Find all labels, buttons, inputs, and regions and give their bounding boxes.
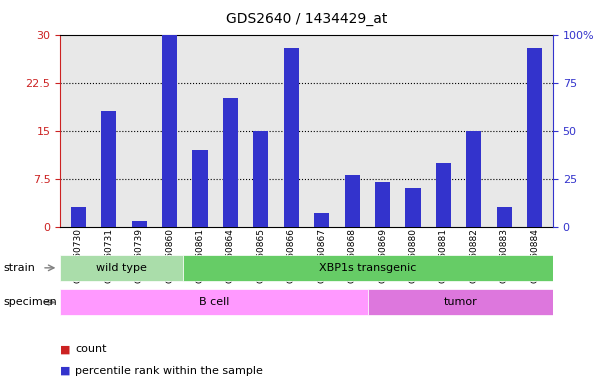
Text: XBP1s transgenic: XBP1s transgenic [319, 263, 417, 273]
Bar [466, 159, 481, 227]
Bar [101, 111, 117, 227]
Text: ■: ■ [60, 344, 70, 354]
Bar [436, 163, 451, 227]
Bar [344, 185, 360, 227]
Bar [223, 140, 238, 227]
Bar [375, 191, 390, 227]
Bar [71, 214, 86, 227]
Text: tumor: tumor [444, 297, 477, 308]
Text: percentile rank within the sample: percentile rank within the sample [75, 366, 263, 376]
Text: GDS2640 / 1434429_at: GDS2640 / 1434429_at [226, 12, 387, 25]
Bar [192, 169, 207, 227]
Bar [132, 221, 147, 227]
Bar [496, 207, 512, 227]
Bar [344, 175, 360, 227]
Text: wild type: wild type [96, 263, 147, 273]
Text: B cell: B cell [199, 297, 230, 308]
Bar [314, 217, 329, 227]
Bar [375, 182, 390, 227]
Bar [314, 213, 329, 227]
Bar [436, 179, 451, 227]
Bar [253, 169, 269, 227]
Text: count: count [75, 344, 106, 354]
Bar [132, 222, 147, 227]
Bar [60, 255, 183, 281]
Text: strain: strain [3, 263, 35, 273]
Bar [162, 35, 177, 227]
Bar [223, 98, 238, 227]
Bar [192, 150, 207, 227]
Bar [284, 48, 299, 227]
Bar [406, 188, 421, 227]
Bar [466, 131, 481, 227]
Bar [496, 214, 512, 227]
Bar [527, 48, 542, 227]
Bar [60, 290, 368, 315]
Bar [183, 255, 553, 281]
Bar [527, 105, 542, 227]
Text: specimen: specimen [3, 297, 56, 308]
Bar [368, 290, 553, 315]
Bar [406, 198, 421, 227]
Bar [101, 147, 117, 227]
Bar [253, 131, 269, 227]
Text: ■: ■ [60, 366, 70, 376]
Bar [284, 131, 299, 227]
Bar [71, 207, 86, 227]
Bar [162, 134, 177, 227]
